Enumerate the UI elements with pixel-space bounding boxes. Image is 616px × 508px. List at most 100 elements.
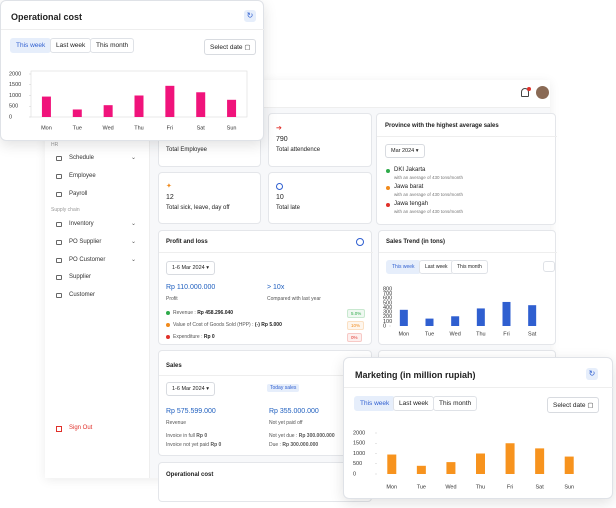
sign-out[interactable]: Sign Out bbox=[69, 425, 93, 431]
value: Rp 300.000.000 bbox=[282, 442, 319, 448]
section-label: HR bbox=[51, 142, 59, 148]
tab[interactable]: Last week bbox=[419, 260, 454, 274]
x-tick-label: Wed bbox=[450, 331, 461, 337]
sidebar-icon bbox=[56, 192, 62, 197]
operational-cost-popup: Operational cost ↻ Select date ▢ This we… bbox=[0, 0, 265, 141]
card-title: Sales bbox=[166, 363, 182, 369]
divider bbox=[379, 252, 557, 253]
bar bbox=[227, 99, 237, 117]
bar bbox=[535, 448, 545, 474]
sidebar-icon bbox=[56, 293, 62, 298]
period: 1-6 Mar 2024 bbox=[172, 386, 205, 392]
pl-amount: (-) Rp 5.000 bbox=[254, 322, 282, 328]
tab[interactable]: This week bbox=[10, 38, 52, 53]
value: Rp 0 bbox=[196, 433, 208, 439]
province-name: Jawa barat bbox=[394, 184, 424, 190]
tab[interactable]: This week bbox=[354, 396, 396, 411]
tab[interactable]: This week bbox=[386, 260, 421, 274]
select-date-label: Select date bbox=[210, 44, 243, 51]
x-tick-label: Fri bbox=[507, 484, 513, 490]
bar bbox=[425, 318, 434, 326]
x-tick-label: Sat bbox=[536, 484, 545, 490]
period-dropdown[interactable]: 1-6 Mar 2024 ▾ bbox=[166, 382, 216, 396]
select-date[interactable]: Select date ▢ bbox=[547, 397, 600, 413]
compare-label: Compared with last year bbox=[267, 296, 321, 302]
bell-icon[interactable] bbox=[521, 88, 529, 97]
sidebar-item[interactable]: PO Supplier bbox=[69, 239, 102, 245]
bar bbox=[476, 308, 485, 326]
badge: 5.0% bbox=[347, 309, 366, 318]
label: Invoice not yet paid bbox=[166, 442, 210, 448]
line: Invoice in full Rp 0 bbox=[166, 433, 207, 439]
profit-loss-card: Profit and loss 1-6 Mar 2024 ▾ Rp 110.00… bbox=[158, 230, 373, 345]
dot bbox=[166, 323, 170, 327]
y-tick-label: 500 bbox=[353, 461, 362, 467]
x-tick-label: Fri bbox=[167, 125, 173, 131]
refresh-button[interactable]: ↻ bbox=[244, 10, 256, 22]
select-date[interactable] bbox=[543, 261, 555, 272]
select-date[interactable]: Select date ▢ bbox=[204, 39, 257, 55]
x-tick-label: Wed bbox=[445, 484, 456, 490]
x-tick-label: Fri bbox=[503, 331, 509, 337]
sales-trend-card: Sales Trend (in tons) This week Last week… bbox=[378, 230, 557, 345]
divider bbox=[159, 375, 373, 376]
refresh-icon[interactable] bbox=[356, 238, 364, 246]
stat-value: 12 bbox=[166, 194, 174, 201]
y-tick-label: 0 bbox=[9, 114, 12, 120]
bar bbox=[72, 109, 82, 117]
bar bbox=[196, 92, 206, 117]
sidebar-item[interactable]: Employee bbox=[69, 173, 96, 179]
sales-card: Sales 1-6 Mar 2024 ▾ Today sales Rp 575.… bbox=[158, 350, 373, 456]
chevron: ⌄ bbox=[131, 221, 137, 227]
label: Not yet due : bbox=[269, 433, 298, 439]
refresh-button[interactable]: ↻ bbox=[586, 368, 598, 380]
sidebar bbox=[45, 108, 150, 478]
stat-icon: ✦ bbox=[166, 183, 172, 190]
sidebar-item[interactable]: Customer bbox=[69, 292, 96, 298]
bar bbox=[103, 105, 113, 117]
stat-value: 790 bbox=[276, 136, 288, 143]
notification-dot bbox=[527, 87, 531, 91]
y-tick-label: 0 bbox=[353, 471, 356, 477]
select-date-label: Select date bbox=[553, 402, 586, 409]
province-name: DKI Jakarta bbox=[394, 167, 426, 173]
line: Due : Rp 300.000.000 bbox=[269, 442, 318, 448]
x-tick-label: Wed bbox=[103, 125, 114, 131]
period-dropdown[interactable]: 1-6 Mar 2024 ▾ bbox=[166, 261, 216, 275]
period: Mar 2024 bbox=[391, 148, 415, 154]
bar-chart: 2000 1500 1000 500 0 Mon Tue Wed Thu Fri Sat Sun bbox=[9, 70, 248, 131]
divider bbox=[377, 136, 557, 137]
tab[interactable]: This month bbox=[451, 260, 488, 274]
tab[interactable]: This month bbox=[433, 396, 478, 411]
marketing-popup: Marketing (in million rupiah) ↻ Select d… bbox=[343, 357, 614, 499]
profit-value: Rp 110.000.000 bbox=[166, 284, 216, 291]
popup-title: Marketing (in million rupiah) bbox=[355, 370, 476, 380]
tab[interactable]: This month bbox=[90, 38, 135, 53]
sidebar-item[interactable]: Schedule bbox=[69, 155, 95, 161]
tab[interactable]: Last week bbox=[50, 38, 92, 53]
province-card: Province with the highest average sales … bbox=[376, 113, 557, 225]
sidebar-icon bbox=[56, 222, 62, 227]
bar bbox=[134, 95, 144, 117]
sidebar-item[interactable]: Supplier bbox=[69, 274, 92, 280]
stat-label: Total attendence bbox=[276, 147, 321, 153]
avatar[interactable] bbox=[536, 86, 549, 99]
value: Rp 300.000.000 bbox=[298, 433, 335, 439]
tab[interactable]: Last week bbox=[393, 396, 435, 411]
sidebar-item[interactable]: PO Customer bbox=[69, 257, 106, 263]
y-tick-label: 1000 bbox=[353, 451, 365, 457]
bar bbox=[564, 456, 574, 474]
line: Not yet due : Rp 300.000.000 bbox=[269, 433, 335, 439]
sidebar-item[interactable]: Payroll bbox=[69, 191, 88, 197]
section-label: Supply chain bbox=[51, 207, 80, 213]
bar bbox=[528, 305, 537, 326]
x-tick-label: Tue bbox=[417, 484, 426, 490]
profit-label: Profit bbox=[166, 296, 178, 302]
operational-cost-card: Operational cost bbox=[158, 462, 372, 502]
period-dropdown[interactable]: Mar 2024 ▾ bbox=[385, 144, 425, 158]
y-tick-label: 800 bbox=[383, 286, 392, 292]
value: Rp 0 bbox=[210, 442, 222, 448]
revenue-label: Revenue bbox=[166, 420, 187, 426]
sidebar-item[interactable]: Inventory bbox=[69, 221, 94, 227]
